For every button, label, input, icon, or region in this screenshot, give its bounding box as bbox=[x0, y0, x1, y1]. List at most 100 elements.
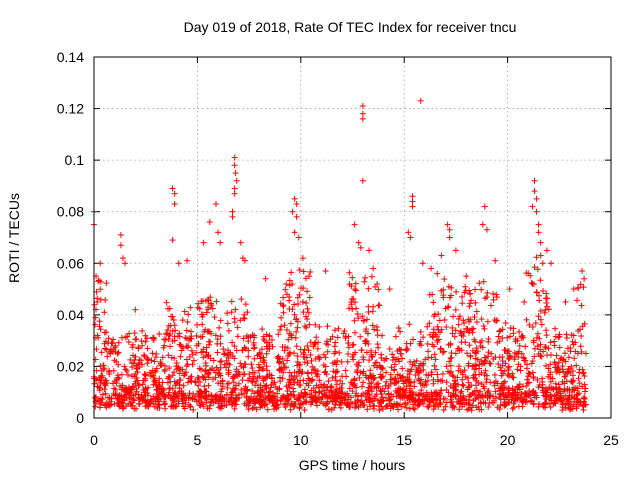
data-point bbox=[300, 351, 307, 358]
data-point bbox=[581, 275, 588, 282]
data-point bbox=[582, 350, 589, 357]
data-point bbox=[96, 396, 103, 403]
data-point bbox=[210, 367, 217, 374]
data-point bbox=[355, 362, 362, 369]
data-point bbox=[495, 361, 502, 368]
data-point bbox=[256, 392, 263, 399]
data-point bbox=[519, 332, 526, 339]
data-point bbox=[552, 333, 559, 340]
data-point bbox=[486, 360, 493, 367]
data-point bbox=[507, 333, 514, 340]
data-point bbox=[499, 358, 506, 365]
data-point bbox=[399, 365, 406, 372]
data-point bbox=[509, 405, 516, 412]
data-point bbox=[150, 373, 157, 380]
data-point bbox=[294, 294, 301, 301]
data-point bbox=[193, 332, 200, 339]
data-point bbox=[333, 394, 340, 401]
data-point bbox=[235, 369, 242, 376]
data-point bbox=[426, 320, 433, 327]
data-point bbox=[296, 366, 303, 373]
data-point bbox=[212, 332, 219, 339]
data-point bbox=[215, 366, 222, 373]
data-point bbox=[467, 352, 474, 359]
data-point bbox=[181, 308, 188, 315]
data-point bbox=[564, 369, 571, 376]
data-point bbox=[300, 309, 307, 316]
data-point bbox=[537, 316, 544, 323]
data-point bbox=[578, 333, 585, 340]
data-point bbox=[266, 333, 273, 340]
data-point bbox=[450, 313, 457, 320]
data-point bbox=[133, 405, 140, 412]
data-point bbox=[547, 404, 554, 411]
data-point bbox=[580, 406, 587, 413]
data-point bbox=[167, 343, 174, 350]
data-point bbox=[417, 380, 424, 387]
data-point bbox=[231, 400, 238, 407]
data-point bbox=[446, 358, 453, 365]
data-point bbox=[192, 349, 199, 356]
data-point bbox=[312, 355, 319, 362]
data-point bbox=[529, 203, 536, 210]
data-point bbox=[557, 355, 564, 362]
data-point bbox=[505, 355, 512, 362]
data-point bbox=[485, 388, 492, 395]
data-point bbox=[417, 328, 424, 335]
data-point bbox=[216, 404, 223, 411]
data-point bbox=[359, 115, 366, 122]
data-point bbox=[551, 359, 558, 366]
data-point bbox=[205, 328, 212, 335]
data-point bbox=[455, 315, 462, 322]
data-point bbox=[473, 404, 480, 411]
data-point bbox=[424, 377, 431, 384]
data-point bbox=[295, 397, 302, 404]
data-point bbox=[535, 313, 542, 320]
data-point bbox=[476, 280, 483, 287]
data-point bbox=[483, 379, 490, 386]
data-point bbox=[334, 357, 341, 364]
data-point bbox=[328, 383, 335, 390]
data-point bbox=[358, 392, 365, 399]
data-point bbox=[377, 374, 384, 381]
data-point bbox=[216, 324, 223, 331]
data-point bbox=[332, 377, 339, 384]
data-point bbox=[460, 333, 467, 340]
data-point bbox=[515, 361, 522, 368]
data-point bbox=[570, 286, 577, 293]
data-point bbox=[96, 376, 103, 383]
data-point bbox=[263, 363, 270, 370]
data-point bbox=[115, 339, 122, 346]
data-point bbox=[379, 364, 386, 371]
data-point bbox=[430, 326, 437, 333]
data-point bbox=[431, 351, 438, 358]
data-point bbox=[561, 350, 568, 357]
data-point bbox=[190, 357, 197, 364]
data-point bbox=[303, 354, 310, 361]
data-point bbox=[358, 347, 365, 354]
data-point bbox=[435, 311, 442, 318]
data-point bbox=[286, 369, 293, 376]
data-point bbox=[276, 358, 283, 365]
data-point bbox=[331, 327, 338, 334]
data-point bbox=[538, 353, 545, 360]
data-point bbox=[229, 208, 236, 215]
data-point bbox=[231, 190, 238, 197]
data-point bbox=[482, 367, 489, 374]
data-point bbox=[139, 342, 146, 349]
data-point bbox=[217, 317, 224, 324]
data-point bbox=[205, 306, 212, 313]
data-point bbox=[187, 304, 194, 311]
data-point bbox=[218, 400, 225, 407]
data-point bbox=[479, 344, 486, 351]
data-point bbox=[215, 229, 222, 236]
data-point bbox=[283, 395, 290, 402]
data-point bbox=[568, 398, 575, 405]
data-point bbox=[156, 330, 163, 337]
data-point bbox=[218, 386, 225, 393]
data-point bbox=[508, 392, 515, 399]
data-point bbox=[525, 392, 532, 399]
data-point bbox=[412, 372, 419, 379]
data-point bbox=[190, 406, 197, 413]
data-point bbox=[467, 290, 474, 297]
